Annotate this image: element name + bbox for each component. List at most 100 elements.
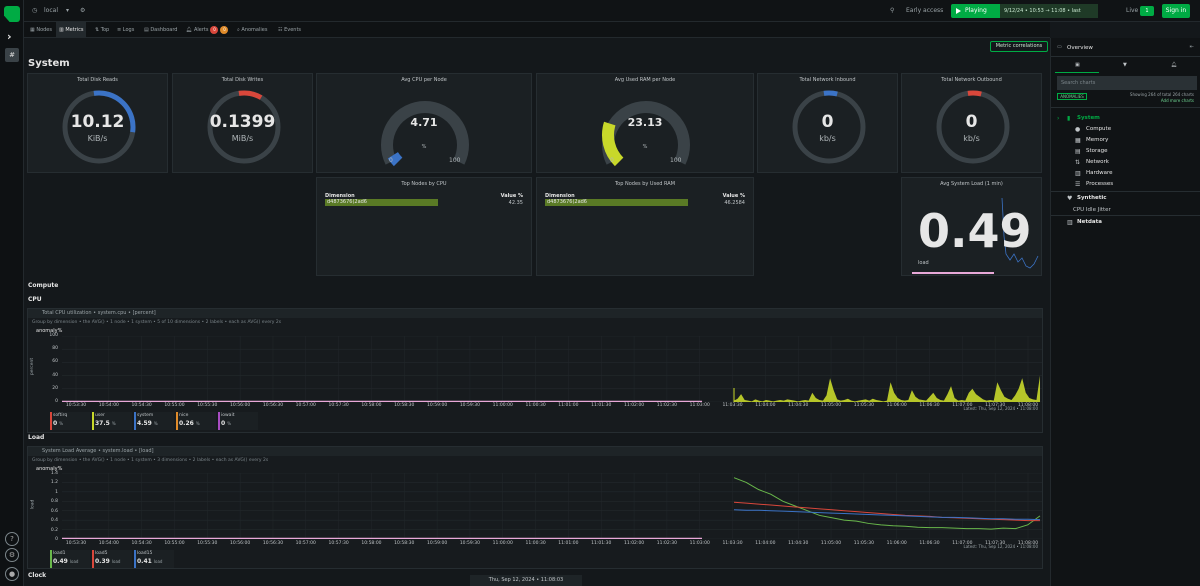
top-nodes-ram-card[interactable]: Top Nodes by Used RAM Dimension Value % … [536,177,754,276]
legend-value: 0.49 load [53,558,79,565]
legend-item[interactable]: load1 0.49 load [50,550,90,568]
legend-item[interactable]: user 37.5 % [92,412,132,430]
top-node-row[interactable]: d4873676(2ad6 [325,199,438,206]
sidebar-item-network[interactable]: Network [1086,159,1109,165]
help-icon[interactable]: ? [5,532,19,546]
sidebar-item-hardware[interactable]: Hardware [1086,170,1113,176]
tab-nodes[interactable]: ▦ Nodes [27,22,55,38]
room-icon[interactable]: ◷ [32,7,38,14]
sidebar-item-netdata[interactable]: Netdata [1077,219,1102,225]
tab-metrics[interactable]: ▥ Metrics [56,22,87,38]
space-name[interactable]: local [44,7,58,14]
settings-gear-icon[interactable]: ⚙ [5,548,19,562]
legend-item[interactable]: system 4.59 % [134,412,174,430]
gauge-card-net-in[interactable]: Total Network Inbound 0 kb/s [757,73,898,173]
logs-icon: ≡ [117,27,122,33]
tab-anomalies[interactable]: ⌕ Anomalies [234,22,270,38]
tab-label: Nodes [36,27,52,33]
legend-name: iowait [221,413,235,418]
add-more-charts-link[interactable]: Add more charts [1160,98,1194,103]
anomalies-chip[interactable]: ANOMALIES [1057,93,1087,100]
x-tick-label: 11:04:00 [755,403,776,408]
x-tick-label: 10:57:30 [328,541,349,546]
tab-top[interactable]: ⇅ Top [92,22,112,38]
series-load15-line[interactable] [733,509,1041,521]
tab-logs[interactable]: ≡ Logs [114,22,137,38]
chart-groupby[interactable]: Group by dimension • the AVG() • 1 node … [32,320,282,325]
early-access-link[interactable]: Early access [906,7,944,14]
x-tick-label: 10:56:00 [230,403,251,408]
sidebar-item-storage[interactable]: Storage [1086,148,1108,154]
x-tick-label: 11:03:00 [689,403,710,408]
legend-swatch [92,412,94,430]
sidebar-item-synthetic[interactable]: Synthetic [1077,195,1107,201]
avg-load-card[interactable]: Avg System Load (1 min) 0.49 load [901,177,1042,276]
load-chart[interactable]: System Load Average • system.load • [loa… [27,446,1043,569]
charts-tab-icon[interactable]: ▣ [1075,62,1080,68]
top-nodes-cpu-card[interactable]: Top Nodes by CPU Dimension Value % d4873… [316,177,532,276]
gauge-card-disk-writes[interactable]: Total Disk Writes 0.1399 MiB/s [172,73,313,173]
gauge-card-disk-reads[interactable]: Total Disk Reads 10.12 KiB/s [27,73,168,173]
critical-alerts-badge: 0 [210,26,219,34]
space-avatar[interactable]: # [5,48,19,62]
sidebar-item-memory[interactable]: Memory [1086,137,1109,143]
room-settings-icon[interactable]: ⚙ [80,7,86,14]
tab-events[interactable]: ☷ Events [275,22,304,38]
x-tick-label: 10:54:30 [131,403,152,408]
metric-correlations-button[interactable]: Metric correlations [990,41,1048,52]
legend-value: 0.26 % [179,420,200,427]
y-tick-label: 0 [55,399,58,404]
compute-heading: Compute [28,282,59,289]
space-chevron-icon[interactable]: ▾ [66,7,70,14]
x-tick-label: 11:00:00 [492,541,513,546]
x-tick-label: 11:07:30 [985,403,1006,408]
sign-in-button[interactable]: Sign in [1162,4,1190,18]
gauge-arc [93,90,136,133]
user-avatar-icon[interactable]: ● [5,567,19,581]
time-range-picker[interactable]: 9/12/24 • 10:53 → 11:08 • last 15min [1000,4,1098,28]
card-title: Top Nodes by CPU [401,181,447,187]
cpu-plot[interactable] [62,336,1042,402]
network-icon: ⇅ [1075,159,1081,166]
y-axis-label: load [30,499,36,510]
expand-chevron-icon[interactable]: › [1057,115,1060,122]
collapse-icon[interactable]: ⇤ [1189,44,1194,50]
legend-item[interactable]: load5 0.39 load [92,550,132,568]
divider [1051,215,1200,216]
sidebar-item-system[interactable]: System [1077,115,1100,121]
play-button[interactable]: Playing [951,4,1015,18]
legend-item[interactable]: softirq 0 % [50,412,90,430]
sidebar-item-processes[interactable]: Processes [1086,181,1114,187]
filter-tab-icon[interactable]: ▼ [1123,62,1127,68]
tab-alerts[interactable]: 🔔︎ Alerts 0 0 [183,22,231,38]
gauge-card-net-out[interactable]: Total Network Outbound 0 kb/s [901,73,1042,173]
sidebar-item-compute[interactable]: Compute [1086,126,1112,132]
cpu-chart[interactable]: Total CPU utilization • system.cpu • [pe… [27,308,1043,433]
series-user-area[interactable] [734,375,1040,402]
gauge-ring [207,90,281,164]
x-tick-label: 10:58:30 [394,403,415,408]
netdata-logo-icon[interactable] [4,6,20,22]
chart-groupby[interactable]: Group by dimension • the AVG() • 1 node … [32,458,269,463]
expand-chevron-icon[interactable]: › [7,30,12,43]
gauge-card-cpu[interactable]: Avg CPU per Node 4.71 % 0 100 [316,73,532,173]
live-count-badge[interactable]: 1 [1140,6,1154,16]
legend-item[interactable]: iowait 0 % [218,412,258,430]
load-plot[interactable] [62,473,1042,539]
tab-dashboard[interactable]: ▤ Dashboard [141,22,180,38]
card-title: Avg Used RAM per Node [614,77,676,83]
alerts-tab-icon[interactable]: 🔔︎ [1171,62,1178,68]
gauge-value: 0.1399 [209,112,276,132]
top-node-row[interactable]: d4873676(2ad6 [545,199,688,206]
sidebar-item-cpu-idle-jitter[interactable]: CPU Idle Jitter [1073,207,1111,213]
series-load1-line[interactable] [733,477,1041,530]
legend-item[interactable]: load15 0.41 load [134,550,174,568]
gauge-card-ram[interactable]: Avg Used RAM per Node 23.13 % 0 100 [536,73,754,173]
y-tick-label: 0.2 [50,527,58,533]
legend-item[interactable]: nice 0.26 % [176,412,216,430]
x-tick-label: 11:01:00 [558,541,579,546]
gauge-value: 10.12 [70,112,125,132]
search-charts-input[interactable]: Search charts [1057,76,1197,90]
early-access-icon: ⚲ [890,7,895,14]
x-tick-label: 11:07:00 [952,541,973,546]
